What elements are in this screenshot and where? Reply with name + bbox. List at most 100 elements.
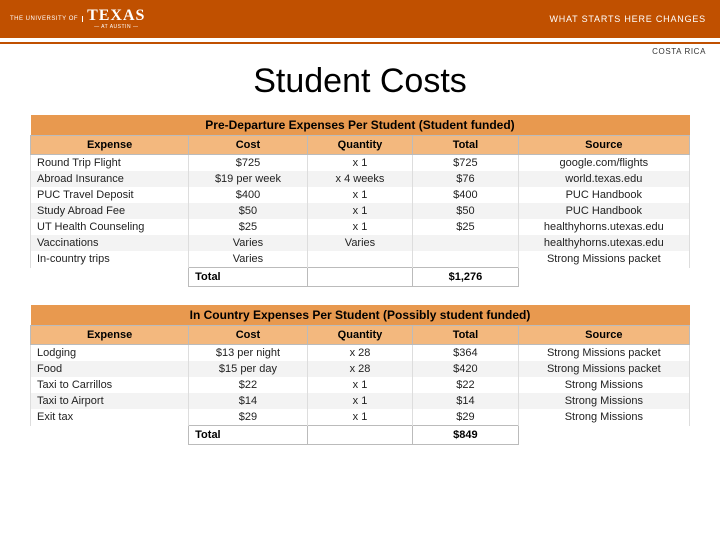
cell-cost: $400	[189, 187, 308, 203]
table-row: PUC Travel Deposit$400x 1$400PUC Handboo…	[31, 187, 690, 203]
column-header: Total	[413, 136, 518, 155]
cell-total: $364	[413, 345, 518, 362]
cell-quantity: x 1	[307, 219, 412, 235]
cell-quantity: x 1	[307, 187, 412, 203]
cell-quantity: x 1	[307, 203, 412, 219]
cell-quantity: x 1	[307, 393, 412, 409]
cell-cost: $19 per week	[189, 171, 308, 187]
cell-cost: $29	[189, 409, 308, 426]
cell-expense: Exit tax	[31, 409, 189, 426]
table-row: UT Health Counseling$25x 1$25healthyhorn…	[31, 219, 690, 235]
cell-expense: Round Trip Flight	[31, 155, 189, 172]
cell-quantity: x 1	[307, 155, 412, 172]
cell-cost: $25	[189, 219, 308, 235]
cell-total: $420	[413, 361, 518, 377]
column-header: Quantity	[307, 136, 412, 155]
column-header: Quantity	[307, 326, 412, 345]
table-row: Lodging$13 per nightx 28$364Strong Missi…	[31, 345, 690, 362]
cell-expense: Food	[31, 361, 189, 377]
cell-source: PUC Handbook	[518, 187, 689, 203]
cell-source: Strong Missions	[518, 409, 689, 426]
table-section-title: In Country Expenses Per Student (Possibl…	[31, 305, 690, 326]
cell-quantity: Varies	[307, 235, 412, 251]
brand-header: THE UNIVERSITY OF TEXAS — AT AUSTIN — WH…	[0, 0, 720, 38]
cost-table: In Country Expenses Per Student (Possibl…	[30, 305, 690, 445]
table-row: Taxi to Airport$14x 1$14Strong Missions	[31, 393, 690, 409]
table-row: In-country tripsVaries Strong Missions pa…	[31, 251, 690, 268]
cell-quantity: x 1	[307, 377, 412, 393]
cell-source: healthyhorns.utexas.edu	[518, 219, 689, 235]
cell-total: $76	[413, 171, 518, 187]
table-row: Study Abroad Fee$50x 1$50PUC Handbook	[31, 203, 690, 219]
table-row: Taxi to Carrillos$22x 1$22Strong Mission…	[31, 377, 690, 393]
table-row: VaccinationsVariesVarieshealthyhorns.ute…	[31, 235, 690, 251]
cell-expense: Lodging	[31, 345, 189, 362]
header-underline	[0, 42, 720, 44]
logo-main-text: TEXAS	[87, 8, 145, 24]
cell-source: world.texas.edu	[518, 171, 689, 187]
cell-expense: Vaccinations	[31, 235, 189, 251]
tagline: WHAT STARTS HERE CHANGES	[549, 14, 706, 24]
cell-total: $14	[413, 393, 518, 409]
column-header: Cost	[189, 136, 308, 155]
cell-source: PUC Handbook	[518, 203, 689, 219]
cell-cost: $15 per day	[189, 361, 308, 377]
cell-quantity: x 4 weeks	[307, 171, 412, 187]
cell-expense: Taxi to Airport	[31, 393, 189, 409]
cell-cost: $13 per night	[189, 345, 308, 362]
cell-cost: $50	[189, 203, 308, 219]
cell-cost: Varies	[189, 235, 308, 251]
cell-total: $400	[413, 187, 518, 203]
cell-cost: $22	[189, 377, 308, 393]
table-section-title: Pre-Departure Expenses Per Student (Stud…	[31, 115, 690, 136]
cell-source: Strong Missions	[518, 393, 689, 409]
cell-source: Strong Missions packet	[518, 251, 689, 268]
cell-expense: Abroad Insurance	[31, 171, 189, 187]
location-label: COSTA RICA	[652, 47, 706, 56]
cell-cost: $14	[189, 393, 308, 409]
cell-total: $725	[413, 155, 518, 172]
cell-source: Strong Missions	[518, 377, 689, 393]
cell-expense: Taxi to Carrillos	[31, 377, 189, 393]
column-header: Total	[413, 326, 518, 345]
cell-quantity: x 28	[307, 345, 412, 362]
cell-total	[413, 235, 518, 251]
total-row: Total $1,276	[31, 268, 690, 287]
tables-container: Pre-Departure Expenses Per Student (Stud…	[0, 115, 720, 445]
page-title: Student Costs	[0, 62, 720, 101]
cell-expense: In-country trips	[31, 251, 189, 268]
cell-expense: PUC Travel Deposit	[31, 187, 189, 203]
cost-table: Pre-Departure Expenses Per Student (Stud…	[30, 115, 690, 287]
total-value: $1,276	[413, 268, 518, 287]
table-row: Exit tax$29x 1$29Strong Missions	[31, 409, 690, 426]
column-header: Source	[518, 136, 689, 155]
cell-source: Strong Missions packet	[518, 361, 689, 377]
cell-source: Strong Missions packet	[518, 345, 689, 362]
table-row: Abroad Insurance$19 per weekx 4 weeks$76…	[31, 171, 690, 187]
cell-total: $25	[413, 219, 518, 235]
table-row: Food$15 per dayx 28$420Strong Missions p…	[31, 361, 690, 377]
cell-expense: Study Abroad Fee	[31, 203, 189, 219]
cell-expense: UT Health Counseling	[31, 219, 189, 235]
cell-total	[413, 251, 518, 268]
cell-cost: $725	[189, 155, 308, 172]
total-label: Total	[189, 426, 308, 445]
ut-logo: THE UNIVERSITY OF TEXAS — AT AUSTIN —	[10, 8, 145, 30]
column-header: Expense	[31, 326, 189, 345]
cell-source: google.com/flights	[518, 155, 689, 172]
cell-total: $29	[413, 409, 518, 426]
cell-total: $50	[413, 203, 518, 219]
table-row: Round Trip Flight$725x 1$725google.com/f…	[31, 155, 690, 172]
cell-source: healthyhorns.utexas.edu	[518, 235, 689, 251]
total-row: Total $849	[31, 426, 690, 445]
cell-total: $22	[413, 377, 518, 393]
cell-quantity	[307, 251, 412, 268]
logo-top-text: THE UNIVERSITY OF	[10, 16, 83, 23]
cell-quantity: x 28	[307, 361, 412, 377]
column-header: Cost	[189, 326, 308, 345]
cell-quantity: x 1	[307, 409, 412, 426]
total-label: Total	[189, 268, 308, 287]
logo-sub-text: — AT AUSTIN —	[87, 24, 145, 30]
total-value: $849	[413, 426, 518, 445]
cell-cost: Varies	[189, 251, 308, 268]
